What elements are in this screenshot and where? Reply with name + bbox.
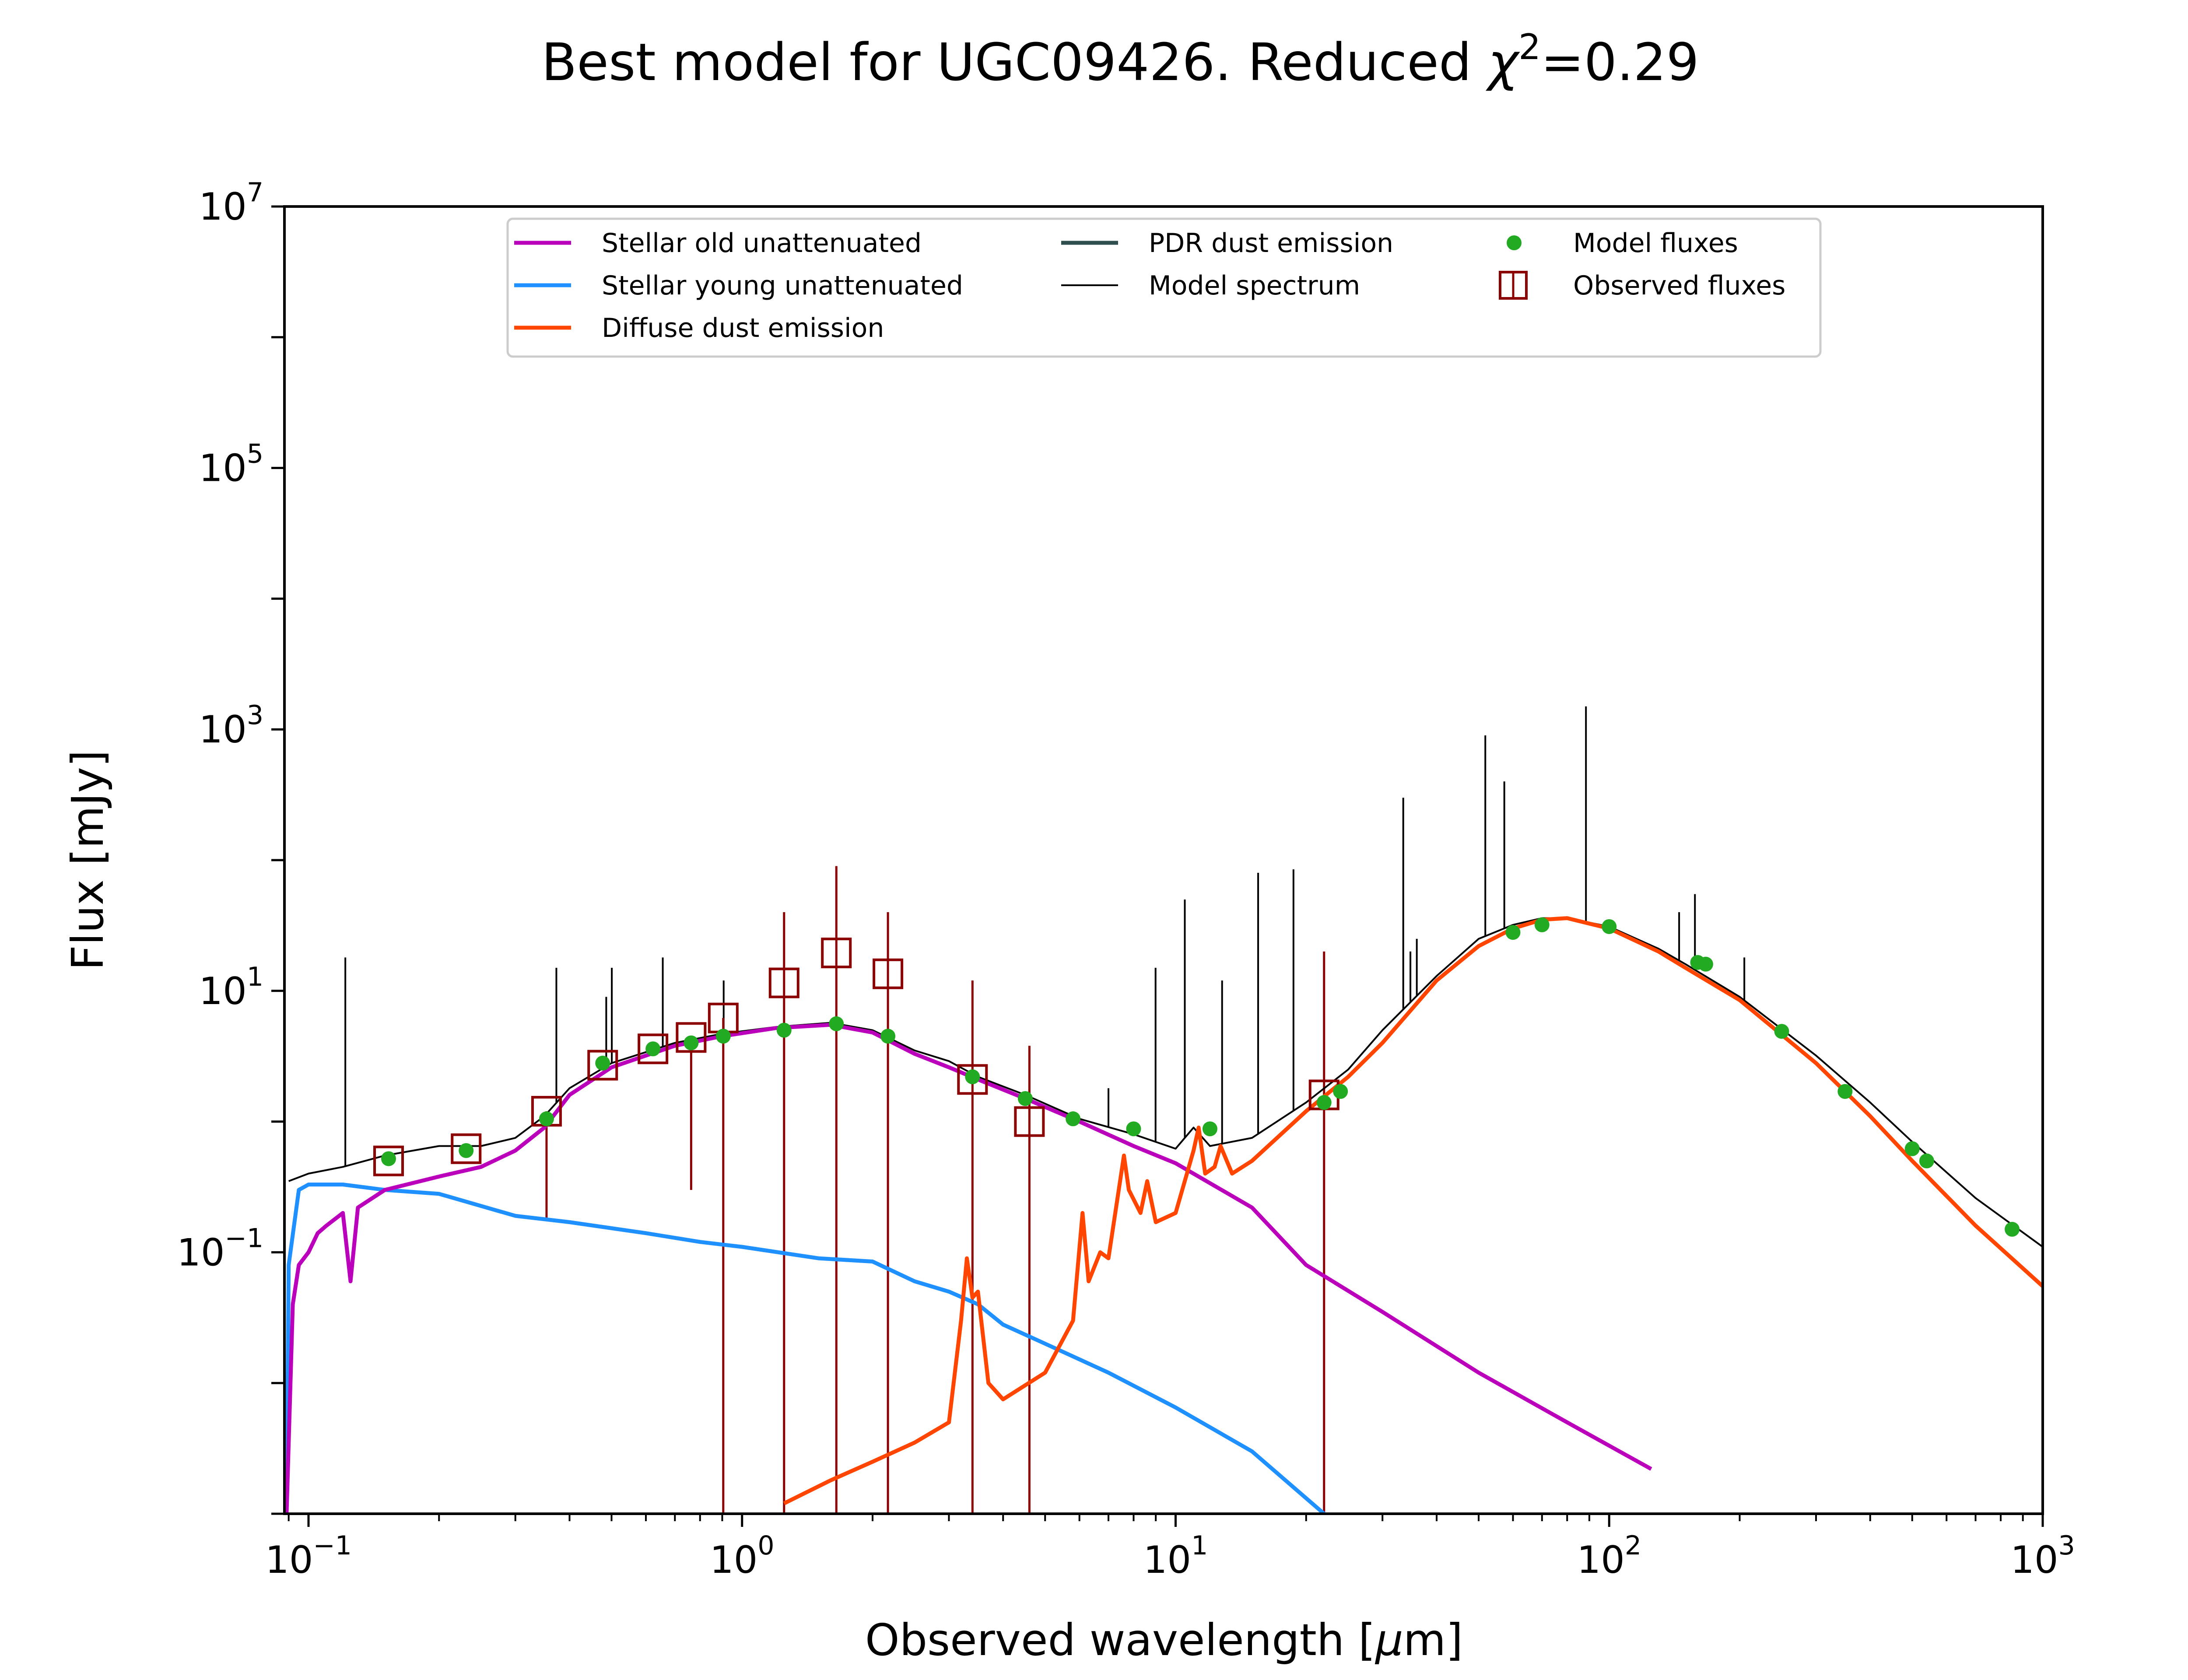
- plot-frame: [283, 205, 2044, 1515]
- series-diffuse-dust-emission: [783, 916, 2043, 1505]
- model-flux-point-23: [1837, 1084, 1853, 1099]
- y-axis-label: Flux [mJy]: [62, 750, 113, 970]
- observed-flux-point-8: [821, 938, 852, 969]
- observed-flux-point-7: [768, 967, 799, 998]
- legend-item-model-fluxes-label: Model fluxes: [1573, 228, 1738, 259]
- x-tick-label: 10−1: [265, 1530, 352, 1582]
- series-stellar-old-unattenuated: [284, 1022, 1652, 1514]
- model-flux-point-14: [1202, 1121, 1217, 1137]
- x-tick-label: 103: [2010, 1530, 2075, 1582]
- observed-flux-point-11: [1014, 1106, 1045, 1137]
- legend-box: [506, 217, 1822, 358]
- legend-item-model-spectrum-label: Model spectrum: [1149, 270, 1360, 301]
- model-flux-point-12: [1066, 1111, 1081, 1127]
- observed-flux-point-10: [957, 1064, 988, 1095]
- observed-flux-point-4: [638, 1033, 669, 1064]
- model-flux-point-16: [1333, 1084, 1348, 1099]
- x-axis-label: Observed wavelength [μm]: [865, 1614, 1463, 1666]
- plot-area: [284, 706, 2043, 1514]
- model-flux-point-25: [1919, 1153, 1934, 1169]
- legend-item-diffuse-dust-emission-label: Diffuse dust emission: [602, 313, 884, 343]
- axis-ticks: 10−1 100 101 102 103 10−1 101 103 105 107: [177, 177, 2075, 1582]
- y-tick-label: 10−1: [177, 1223, 263, 1274]
- legend-item-observed-fluxes: Observed fluxes: [1499, 270, 1785, 301]
- legend-item-model-fluxes: Model fluxes: [1507, 228, 1738, 259]
- legend-item-diffuse-dust-emission: Diffuse dust emission: [514, 313, 884, 343]
- observed-flux-point-1: [451, 1133, 482, 1164]
- model-flux-point-24: [1904, 1141, 1920, 1156]
- model-flux-point-10: [965, 1069, 980, 1085]
- model-flux-point-18: [1534, 917, 1550, 932]
- legend: Stellar old unattenuated Stellar young un…: [506, 217, 1822, 358]
- model-flux-point-15: [1316, 1095, 1332, 1110]
- legend-item-observed-fluxes-label: Observed fluxes: [1573, 270, 1785, 301]
- legend-item-stellar-young-unattenuated-label: Stellar young unattenuated: [602, 270, 963, 301]
- observed-flux-point-0: [373, 1145, 404, 1176]
- model-flux-point-13: [1126, 1121, 1141, 1137]
- model-flux-point-11: [1017, 1091, 1033, 1106]
- observed-flux-point-5: [676, 1022, 707, 1053]
- legend-item-pdr-dust-emission-label: PDR dust emission: [1149, 228, 1393, 259]
- model-flux-point-6: [715, 1029, 731, 1044]
- legend-item-model-fluxes-swatch: [1507, 235, 1522, 250]
- observed-flux-point-3: [587, 1050, 618, 1081]
- series-stellar-young-unattenuated: [284, 1183, 1325, 1514]
- observed-flux-point-9: [873, 958, 904, 989]
- model-flux-point-8: [829, 1016, 844, 1032]
- model-flux-point-17: [1505, 925, 1521, 940]
- model-flux-point-1: [459, 1143, 474, 1158]
- legend-item-stellar-young-unattenuated: Stellar young unattenuated: [514, 270, 963, 301]
- model-flux-point-19: [1602, 919, 1617, 934]
- legend-item-stellar-old-unattenuated: Stellar old unattenuated: [514, 228, 922, 259]
- chart-title: Best model for UGC09426. Reduced χ2=0.29: [541, 27, 1699, 92]
- legend-item-model-spectrum: Model spectrum: [1061, 270, 1360, 301]
- y-tick-label: 105: [199, 439, 263, 490]
- y-tick-label: 103: [199, 700, 263, 752]
- model-flux-point-0: [381, 1151, 396, 1166]
- legend-item-pdr-dust-emission: PDR dust emission: [1061, 228, 1393, 259]
- model-flux-point-7: [776, 1022, 792, 1038]
- model-flux-point-9: [880, 1029, 896, 1044]
- model-flux-point-3: [595, 1055, 610, 1071]
- model-flux-point-4: [645, 1041, 661, 1057]
- y-tick-label: 101: [199, 962, 263, 1013]
- model-flux-point-26: [2005, 1222, 2020, 1237]
- model-flux-point-2: [539, 1111, 554, 1127]
- x-tick-label: 101: [1143, 1530, 1208, 1582]
- y-tick-label: 107: [199, 177, 263, 229]
- model-flux-point-22: [1774, 1024, 1789, 1039]
- x-tick-label: 100: [710, 1530, 775, 1582]
- x-tick-label: 102: [1577, 1530, 1641, 1582]
- legend-item-stellar-old-unattenuated-label: Stellar old unattenuated: [602, 228, 922, 259]
- model-flux-point-5: [684, 1035, 699, 1050]
- model-flux-point-21: [1698, 956, 1713, 972]
